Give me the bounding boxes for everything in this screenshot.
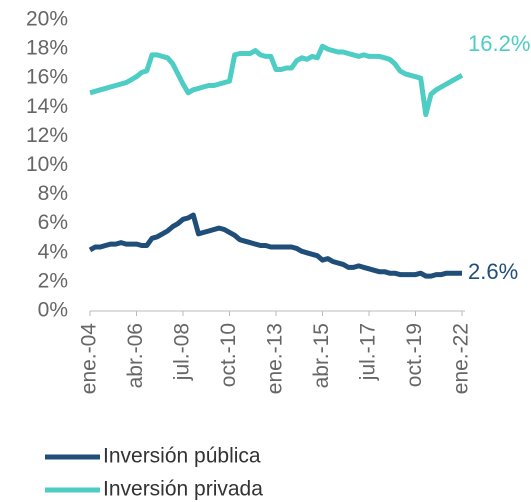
x-tick-label: jul.-08 — [171, 323, 194, 381]
x-tick-label: ene.-13 — [264, 323, 287, 394]
y-tick-label: 0% — [38, 299, 68, 322]
x-tick-label: abr.-06 — [124, 323, 147, 388]
y-tick-label: 12% — [26, 124, 68, 147]
y-tick-label: 4% — [38, 240, 68, 263]
value-label: 2.6% — [468, 259, 518, 284]
series-line — [89, 43, 464, 118]
x-tick-label: ene.-22 — [450, 323, 473, 394]
x-tick-label: jul.-17 — [357, 323, 380, 381]
y-tick-label: 18% — [26, 37, 68, 60]
x-tick-label: abr.-15 — [310, 323, 333, 388]
x-tick-label: oct.-19 — [403, 323, 426, 387]
x-tick-label: ene.-04 — [78, 323, 101, 395]
series-line — [88, 212, 462, 279]
legend-label: Inversión pública — [103, 445, 261, 468]
y-tick-label: 16% — [26, 66, 68, 89]
y-tick-label: 8% — [38, 182, 68, 205]
y-tick-label: 14% — [26, 95, 68, 118]
y-tick-label: 6% — [38, 211, 68, 234]
y-tick-label: 10% — [26, 153, 68, 176]
legend-label: Inversión privada — [103, 478, 263, 501]
x-tick-label: oct.-10 — [217, 323, 240, 387]
value-label: 16.2% — [468, 31, 530, 56]
y-tick-label: 20% — [26, 8, 68, 31]
y-tick-label: 2% — [38, 269, 68, 292]
